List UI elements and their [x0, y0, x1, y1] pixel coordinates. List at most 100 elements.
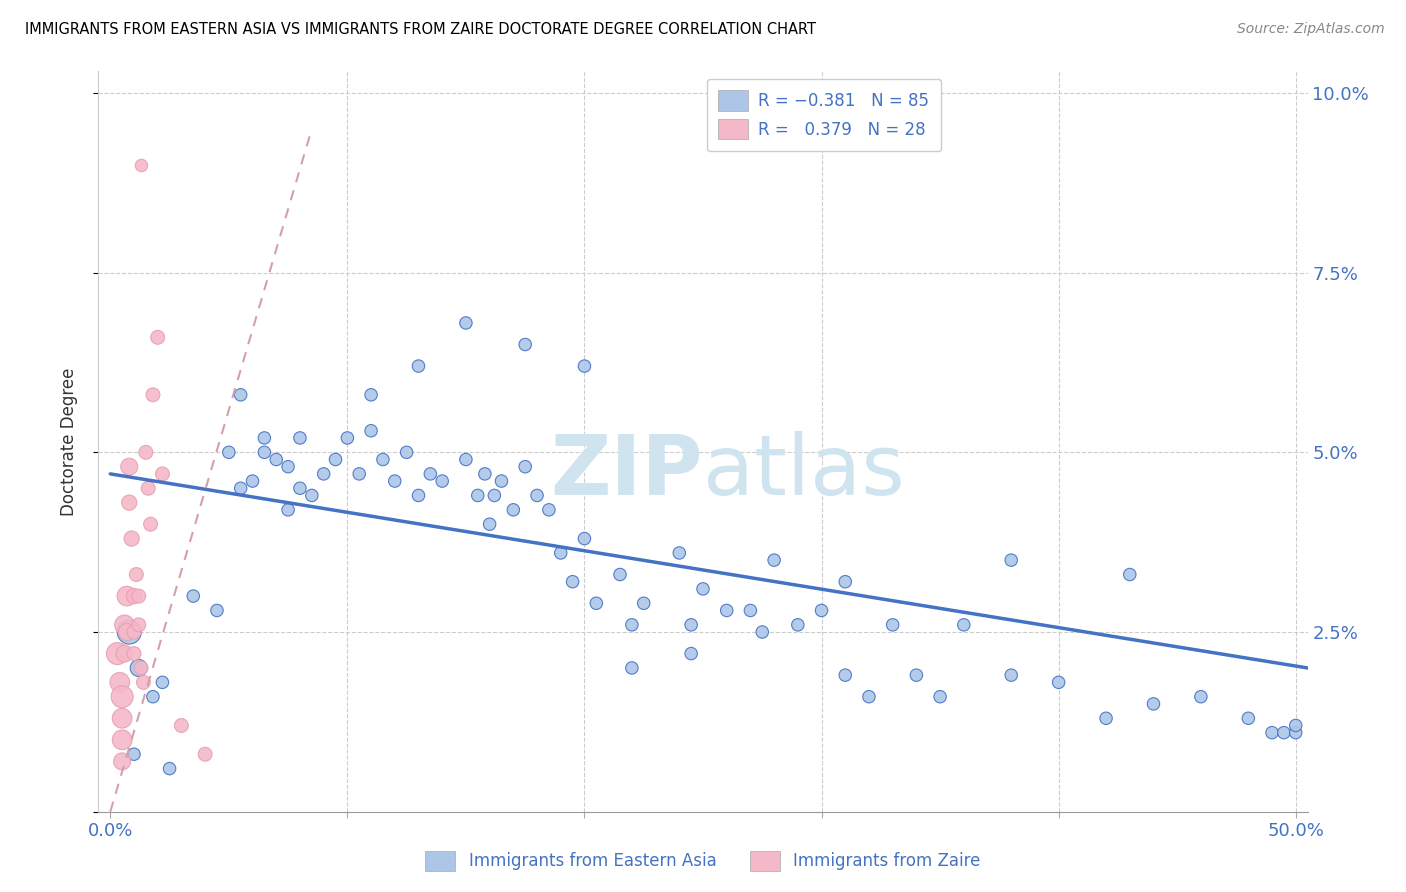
Point — [585, 596, 607, 610]
Point — [668, 546, 690, 560]
Point — [1285, 725, 1308, 739]
Point — [114, 617, 136, 632]
Text: atlas: atlas — [703, 431, 904, 512]
Point — [146, 330, 169, 344]
Legend: R = −0.381   N = 85, R =   0.379   N = 28: R = −0.381 N = 85, R = 0.379 N = 28 — [707, 78, 941, 151]
Point — [681, 617, 703, 632]
Point — [620, 617, 643, 632]
Text: IMMIGRANTS FROM EASTERN ASIA VS IMMIGRANTS FROM ZAIRE DOCTORATE DEGREE CORRELATI: IMMIGRANTS FROM EASTERN ASIA VS IMMIGRAN… — [25, 22, 817, 37]
Point — [122, 647, 145, 661]
Point — [1095, 711, 1118, 725]
Point — [121, 532, 143, 546]
Point — [952, 617, 974, 632]
Point — [118, 495, 141, 509]
Point — [135, 445, 157, 459]
Point — [253, 445, 276, 459]
Point — [561, 574, 583, 589]
Point — [786, 617, 808, 632]
Point — [526, 488, 548, 502]
Point — [515, 337, 537, 351]
Point — [751, 625, 773, 640]
Point — [1119, 567, 1142, 582]
Point — [360, 424, 382, 438]
Point — [277, 503, 299, 517]
Point — [740, 603, 762, 617]
Point — [1000, 553, 1022, 567]
Point — [515, 459, 537, 474]
Point — [136, 481, 159, 495]
Point — [205, 603, 228, 617]
Point — [681, 647, 703, 661]
Point — [288, 481, 311, 495]
Point — [1261, 725, 1284, 739]
Point — [129, 158, 152, 172]
Point — [574, 359, 596, 373]
Point — [905, 668, 928, 682]
Point — [454, 452, 477, 467]
Point — [122, 625, 145, 640]
Point — [229, 481, 252, 495]
Point — [128, 589, 150, 603]
Point — [132, 675, 155, 690]
Point — [419, 467, 441, 481]
Point — [105, 647, 128, 661]
Point — [152, 467, 174, 481]
Point — [159, 762, 181, 776]
Point — [620, 661, 643, 675]
Point — [115, 625, 138, 640]
Point — [929, 690, 952, 704]
Point — [432, 474, 454, 488]
Point — [371, 452, 394, 467]
Point — [1142, 697, 1164, 711]
Point — [122, 589, 145, 603]
Point — [834, 668, 856, 682]
Point — [288, 431, 311, 445]
Legend: Immigrants from Eastern Asia, Immigrants from Zaire: Immigrants from Eastern Asia, Immigrants… — [418, 842, 988, 880]
Point — [253, 431, 276, 445]
Point — [242, 474, 264, 488]
Point — [537, 503, 560, 517]
Point — [408, 359, 430, 373]
Point — [454, 316, 477, 330]
Point — [108, 675, 131, 690]
Point — [834, 574, 856, 589]
Point — [763, 553, 786, 567]
Point — [347, 467, 370, 481]
Point — [692, 582, 714, 596]
Point — [467, 488, 489, 502]
Y-axis label: Doctorate Degree: Doctorate Degree — [59, 368, 77, 516]
Point — [142, 690, 165, 704]
Point — [128, 617, 150, 632]
Point — [128, 661, 150, 675]
Text: Source: ZipAtlas.com: Source: ZipAtlas.com — [1237, 22, 1385, 37]
Point — [325, 452, 347, 467]
Point — [1047, 675, 1070, 690]
Point — [1000, 668, 1022, 682]
Point — [125, 567, 148, 582]
Point — [218, 445, 240, 459]
Point — [152, 675, 174, 690]
Point — [142, 388, 165, 402]
Point — [301, 488, 323, 502]
Point — [550, 546, 572, 560]
Point — [277, 459, 299, 474]
Point — [609, 567, 631, 582]
Point — [111, 732, 134, 747]
Point — [312, 467, 335, 481]
Point — [336, 431, 359, 445]
Point — [129, 661, 152, 675]
Point — [384, 474, 406, 488]
Point — [474, 467, 496, 481]
Point — [858, 690, 880, 704]
Point — [502, 503, 524, 517]
Point — [139, 517, 162, 532]
Point — [1272, 725, 1295, 739]
Point — [395, 445, 418, 459]
Point — [1189, 690, 1212, 704]
Point — [181, 589, 204, 603]
Point — [408, 488, 430, 502]
Point — [229, 388, 252, 402]
Point — [1237, 711, 1260, 725]
Point — [114, 647, 136, 661]
Point — [882, 617, 904, 632]
